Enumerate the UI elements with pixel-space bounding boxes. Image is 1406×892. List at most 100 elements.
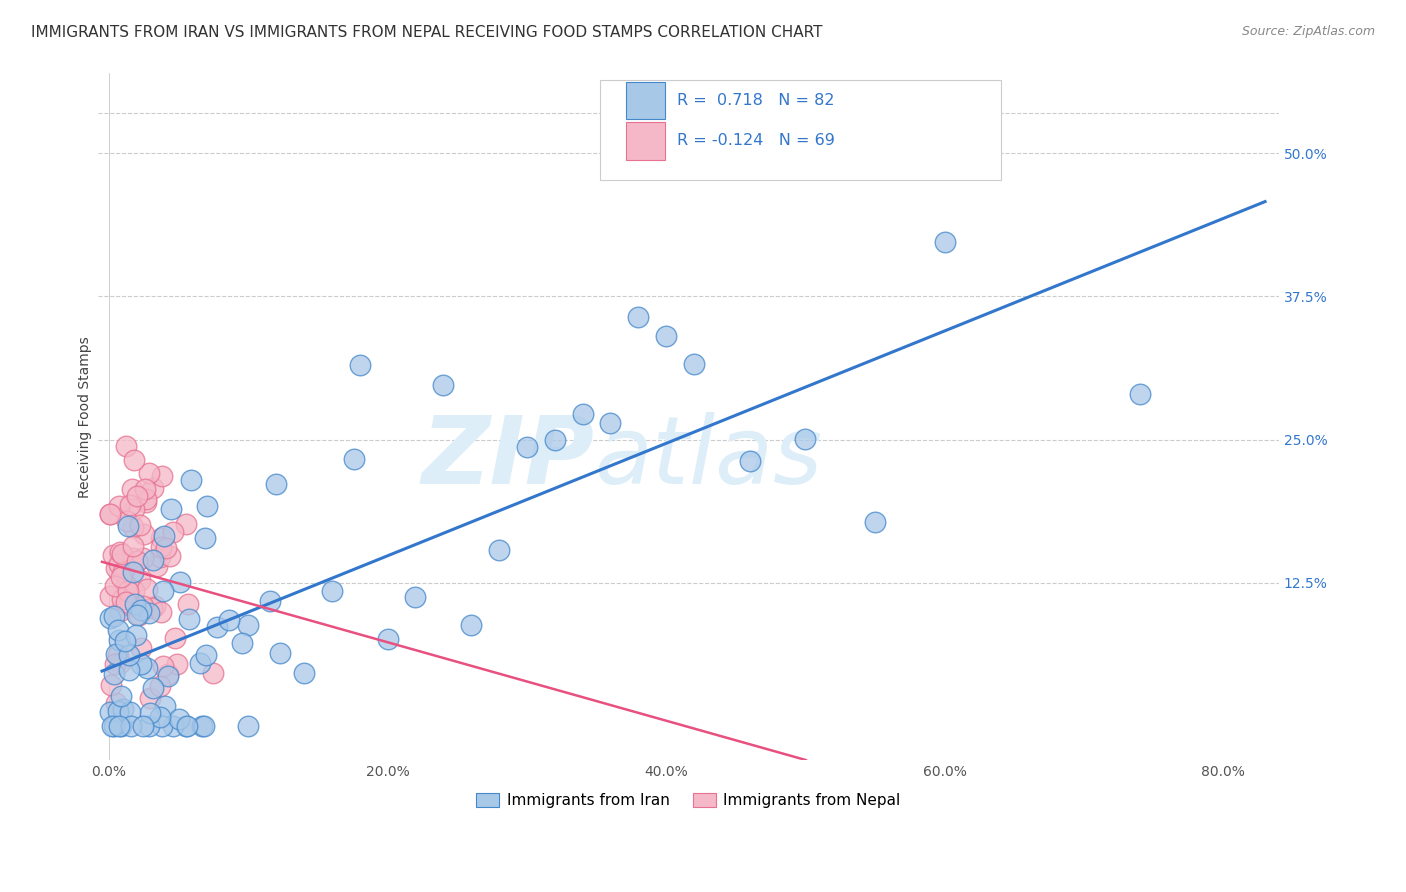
Point <box>238 719 260 733</box>
Point <box>167 712 190 726</box>
FancyBboxPatch shape <box>600 80 1001 179</box>
Point <box>292 665 315 680</box>
Point <box>377 632 399 646</box>
Point <box>103 667 125 681</box>
Point <box>139 706 162 720</box>
Point <box>264 477 287 491</box>
Point <box>108 657 131 671</box>
Point <box>180 474 202 488</box>
Point <box>194 531 217 545</box>
Point <box>193 719 215 733</box>
Point <box>115 439 138 453</box>
Point <box>202 666 225 681</box>
Point <box>149 531 172 545</box>
Point <box>132 527 155 541</box>
Point <box>149 679 172 693</box>
Point <box>138 719 160 733</box>
Point <box>129 517 152 532</box>
Point <box>162 719 184 733</box>
Point <box>110 719 132 733</box>
Point <box>238 618 260 632</box>
Point <box>132 719 155 733</box>
Point <box>599 417 621 431</box>
Point <box>156 668 179 682</box>
Point <box>108 545 131 559</box>
Point <box>114 578 136 592</box>
Point <box>1129 387 1152 401</box>
Point <box>683 357 706 371</box>
Point <box>120 498 142 512</box>
Point <box>166 657 188 671</box>
Bar <box>626 81 665 120</box>
Point <box>432 377 454 392</box>
Point <box>129 657 152 671</box>
Point <box>98 589 121 603</box>
Point <box>149 550 172 565</box>
Point <box>135 495 157 509</box>
Point <box>174 719 197 733</box>
Point <box>120 705 142 719</box>
Point <box>488 543 510 558</box>
Point <box>108 719 131 733</box>
Text: R = -0.124   N = 69: R = -0.124 N = 69 <box>676 134 835 148</box>
Point <box>136 582 159 596</box>
Point <box>114 633 136 648</box>
Point <box>218 613 240 627</box>
Point <box>125 628 148 642</box>
Point <box>117 514 139 528</box>
Point <box>111 565 134 579</box>
Point <box>162 524 184 539</box>
Point <box>152 659 174 673</box>
Point <box>460 618 482 632</box>
Point <box>129 641 152 656</box>
Point <box>139 690 162 705</box>
Point <box>176 719 198 733</box>
Point <box>114 595 136 609</box>
Point <box>142 681 165 695</box>
Point <box>103 608 125 623</box>
Text: IMMIGRANTS FROM IRAN VS IMMIGRANTS FROM NEPAL RECEIVING FOOD STAMPS CORRELATION : IMMIGRANTS FROM IRAN VS IMMIGRANTS FROM … <box>31 25 823 40</box>
Text: atlas: atlas <box>593 412 823 503</box>
Point <box>98 705 121 719</box>
Point <box>98 507 121 521</box>
Point <box>177 612 200 626</box>
Point <box>131 599 153 613</box>
Point <box>125 607 148 622</box>
Point <box>738 454 761 468</box>
Point <box>107 623 129 637</box>
Point <box>156 666 179 681</box>
Point <box>128 574 150 588</box>
Point <box>188 657 211 671</box>
Point <box>142 481 165 495</box>
Point <box>138 606 160 620</box>
Point <box>121 482 143 496</box>
Point <box>108 632 131 647</box>
Point <box>150 468 173 483</box>
Point <box>655 329 678 343</box>
Point <box>544 434 567 448</box>
Point <box>112 702 135 716</box>
Text: ZIP: ZIP <box>420 412 593 504</box>
Point <box>110 689 132 703</box>
Point <box>118 663 141 677</box>
Point <box>122 565 145 579</box>
Bar <box>626 122 665 160</box>
Point <box>108 499 131 513</box>
Point <box>150 540 173 554</box>
Point <box>138 467 160 481</box>
Point <box>141 553 163 567</box>
Point <box>136 661 159 675</box>
Point <box>160 501 183 516</box>
Point <box>571 408 593 422</box>
Point <box>231 635 253 649</box>
Point <box>152 583 174 598</box>
Point <box>110 570 132 584</box>
Point <box>153 699 176 714</box>
Point <box>159 549 181 563</box>
Point <box>128 607 150 622</box>
Point <box>103 548 125 562</box>
Point <box>207 620 229 634</box>
Point <box>134 482 156 496</box>
Point <box>404 591 426 605</box>
Point <box>165 631 187 645</box>
